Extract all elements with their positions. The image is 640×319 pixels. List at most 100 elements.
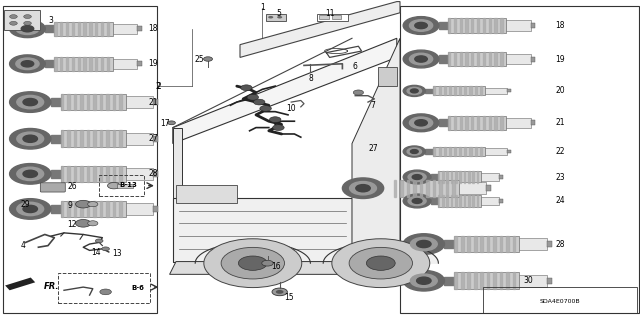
Circle shape (366, 256, 395, 271)
Bar (438, 195, 440, 207)
Bar (448, 18, 506, 33)
Bar (81, 130, 83, 147)
Bar (499, 175, 502, 179)
Circle shape (262, 260, 273, 266)
Bar (100, 201, 102, 217)
Bar (431, 198, 438, 204)
Bar (547, 278, 552, 284)
Bar (74, 166, 76, 182)
Bar (471, 52, 474, 66)
Text: 29: 29 (20, 200, 30, 209)
Circle shape (239, 256, 268, 271)
Bar (3, 6, 157, 313)
Bar (513, 236, 515, 252)
Bar (460, 18, 462, 33)
Text: 18: 18 (556, 21, 564, 30)
Bar (454, 115, 456, 130)
Bar (481, 197, 499, 205)
Bar (87, 201, 90, 217)
Circle shape (332, 239, 430, 288)
Bar (60, 56, 63, 71)
Bar (531, 56, 535, 62)
Circle shape (10, 15, 17, 19)
Circle shape (10, 129, 51, 149)
Bar (319, 15, 329, 19)
Circle shape (349, 248, 412, 279)
Polygon shape (170, 262, 362, 274)
Circle shape (410, 53, 433, 65)
Bar (448, 115, 506, 130)
Polygon shape (195, 242, 310, 263)
Polygon shape (173, 128, 182, 262)
Bar (477, 171, 478, 182)
Circle shape (276, 290, 284, 294)
Text: 27: 27 (148, 134, 158, 143)
Bar (113, 201, 115, 217)
Text: 3: 3 (48, 16, 53, 25)
Bar (444, 147, 445, 156)
Bar (500, 115, 502, 130)
Bar (448, 52, 450, 66)
Bar (113, 130, 115, 147)
Bar (95, 21, 97, 36)
Bar (486, 185, 491, 191)
Circle shape (100, 289, 111, 295)
Bar (431, 174, 438, 180)
Circle shape (407, 148, 422, 155)
Circle shape (415, 22, 428, 29)
Circle shape (76, 200, 91, 208)
Bar (153, 136, 158, 142)
Bar (446, 195, 448, 207)
Bar (485, 148, 507, 155)
Bar (93, 201, 96, 217)
Circle shape (268, 16, 273, 19)
Bar (125, 133, 153, 145)
Bar (483, 115, 485, 130)
Bar (500, 18, 502, 33)
Bar (506, 118, 531, 128)
Bar (500, 236, 502, 252)
Bar (54, 56, 56, 71)
Bar (66, 56, 68, 71)
Bar (433, 180, 435, 197)
Bar (454, 86, 456, 95)
Circle shape (353, 90, 364, 95)
Circle shape (108, 182, 120, 189)
Bar (454, 236, 519, 252)
Bar (45, 25, 54, 32)
Bar (465, 115, 468, 130)
Bar (531, 23, 535, 28)
Bar (67, 130, 70, 147)
Bar (451, 195, 452, 207)
Bar (113, 94, 115, 110)
Text: 22: 22 (556, 147, 564, 156)
Polygon shape (378, 67, 397, 86)
Bar (74, 201, 76, 217)
Circle shape (221, 248, 285, 279)
Circle shape (76, 219, 91, 227)
Bar (89, 21, 92, 36)
Circle shape (410, 150, 418, 153)
Bar (495, 52, 497, 66)
Bar (444, 277, 454, 285)
Text: 10: 10 (286, 104, 296, 113)
Bar (458, 182, 486, 194)
Bar (449, 86, 451, 95)
Bar (101, 21, 103, 36)
Bar (137, 61, 141, 66)
Bar (51, 170, 61, 178)
Bar (468, 171, 470, 182)
Text: 21: 21 (556, 118, 564, 127)
Bar (438, 171, 440, 182)
Circle shape (415, 120, 428, 126)
Bar (449, 147, 451, 156)
Circle shape (269, 117, 281, 122)
Circle shape (273, 125, 284, 130)
Bar (489, 18, 491, 33)
Text: 4: 4 (20, 241, 26, 250)
Text: 18: 18 (148, 24, 158, 33)
Bar (506, 20, 531, 31)
Bar (45, 60, 54, 67)
Circle shape (88, 202, 98, 207)
Bar (460, 171, 461, 182)
